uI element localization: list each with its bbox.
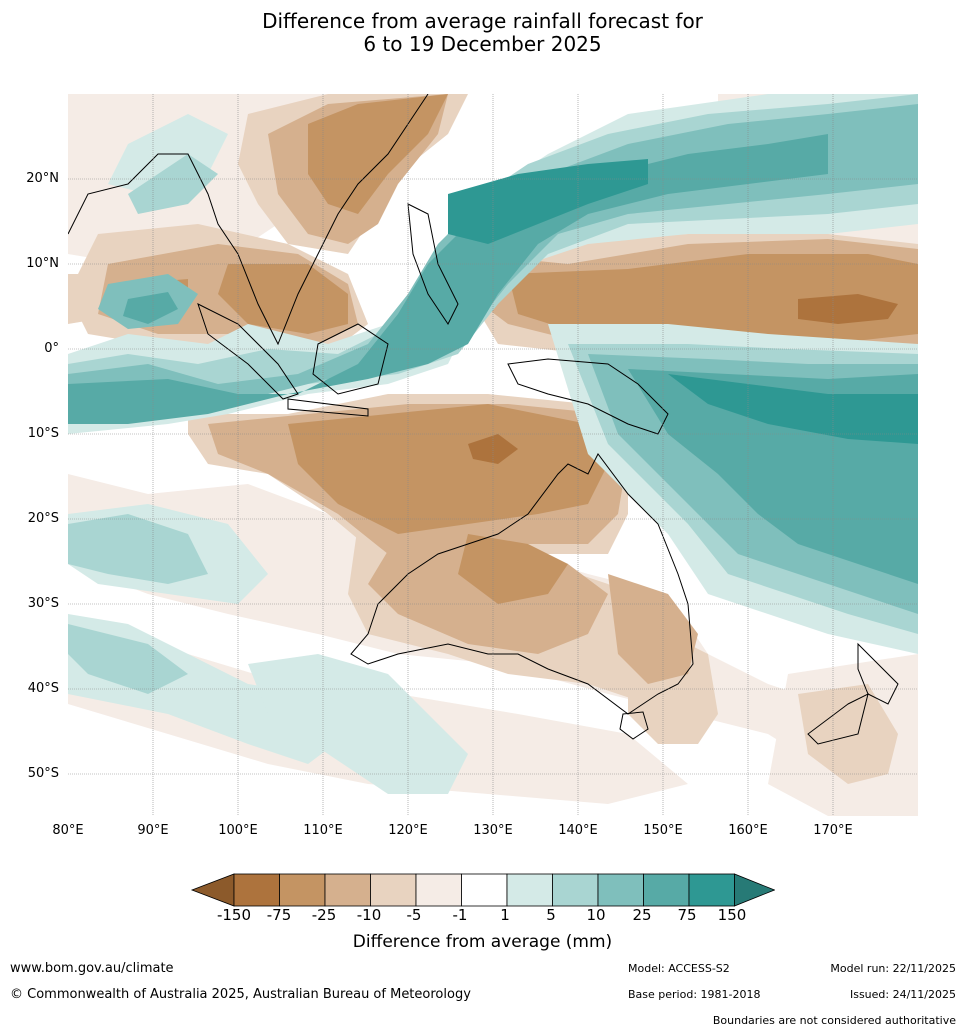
lat-label-0: 0° — [44, 341, 59, 356]
sumatra-coastline — [197, 303, 299, 400]
colorbar-tick: -1 — [452, 906, 468, 924]
colorbar-tick: 10 — [586, 906, 606, 924]
colorbar-legend — [190, 873, 775, 907]
colorbar-tick: 75 — [677, 906, 697, 924]
australia-coastline — [350, 453, 694, 715]
lat-label-20s: 20°S — [27, 511, 59, 526]
colorbar-cell — [324, 873, 371, 907]
model-name: Model: ACCESS-S2 — [628, 962, 730, 975]
colorbar-arrow-low — [190, 873, 235, 907]
base-period: Base period: 1981-2018 — [628, 988, 761, 1001]
colorbar-tick: 1 — [500, 906, 510, 924]
lon-label-140e: 140°E — [558, 823, 598, 838]
lon-label-160e: 160°E — [728, 823, 768, 838]
map-title-line2: 6 to 19 December 2025 — [363, 32, 602, 56]
colorbar-tick: 150 — [717, 906, 747, 924]
borneo-coastline — [312, 323, 389, 395]
colorbar-label: Difference from average (mm) — [352, 932, 613, 952]
tasmania-coastline — [619, 711, 649, 740]
lon-label-170e: 170°E — [813, 823, 853, 838]
colorbar-tick: -150 — [216, 906, 252, 924]
rainfall-anomaly-map — [68, 94, 918, 816]
colorbar-cell — [597, 873, 644, 907]
boundaries-disclaimer: Boundaries are not considered authoritat… — [712, 1014, 956, 1027]
website-link[interactable]: www.bom.gov.au/climate — [10, 961, 174, 976]
anomaly-band-minus25 — [128, 94, 918, 604]
model-run-date: Model run: 22/11/2025 — [830, 962, 956, 975]
colorbar-cell — [461, 873, 508, 907]
colorbar-arrow-high — [734, 873, 775, 907]
colorbar-tick: 25 — [632, 906, 652, 924]
colorbar-cell — [370, 873, 417, 907]
lon-label-130e: 130°E — [473, 823, 513, 838]
lat-label-10s: 10°S — [27, 426, 59, 441]
lon-label-80e: 80°E — [52, 823, 84, 838]
anomaly-band-plus75 — [448, 159, 918, 444]
coastlines — [68, 94, 899, 745]
asia-coastline — [68, 94, 429, 346]
graticule — [68, 94, 918, 816]
lon-label-120e: 120°E — [388, 823, 428, 838]
lat-label-10n: 10°N — [26, 256, 59, 271]
colorbar-cell — [552, 873, 599, 907]
new-zealand-south-coastline — [807, 693, 869, 745]
issued-date: Issued: 24/11/2025 — [849, 988, 956, 1001]
lat-label-50s: 50°S — [27, 766, 59, 781]
map-title: Difference from average rainfall forecas… — [0, 10, 965, 56]
colorbar-tick: -10 — [356, 906, 382, 924]
lat-label-20n: 20°N — [26, 171, 59, 186]
lon-label-150e: 150°E — [643, 823, 683, 838]
lat-label-30s: 30°S — [27, 596, 59, 611]
map-title-line1: Difference from average rainfall forecas… — [262, 9, 703, 33]
lon-label-90e: 90°E — [137, 823, 169, 838]
copyright-text: © Commonwealth of Australia 2025, Austra… — [10, 987, 471, 1002]
colorbar-tick: -25 — [311, 906, 337, 924]
new-zealand-north-coastline — [857, 642, 899, 705]
lat-label-40s: 40°S — [27, 681, 59, 696]
colorbar-cell — [688, 873, 735, 907]
colorbar-cell — [233, 873, 280, 907]
java-coastline — [287, 398, 369, 417]
lon-label-100e: 100°E — [218, 823, 258, 838]
colorbar-cell — [643, 873, 690, 907]
philippines-coastline — [407, 203, 459, 325]
colorbar-tick: -75 — [266, 906, 292, 924]
colorbar-tick: 5 — [546, 906, 556, 924]
colorbar-tick: -5 — [406, 906, 422, 924]
lon-label-110e: 110°E — [303, 823, 343, 838]
colorbar-cell — [506, 873, 553, 907]
colorbar-cell — [279, 873, 326, 907]
colorbar-cell — [415, 873, 462, 907]
